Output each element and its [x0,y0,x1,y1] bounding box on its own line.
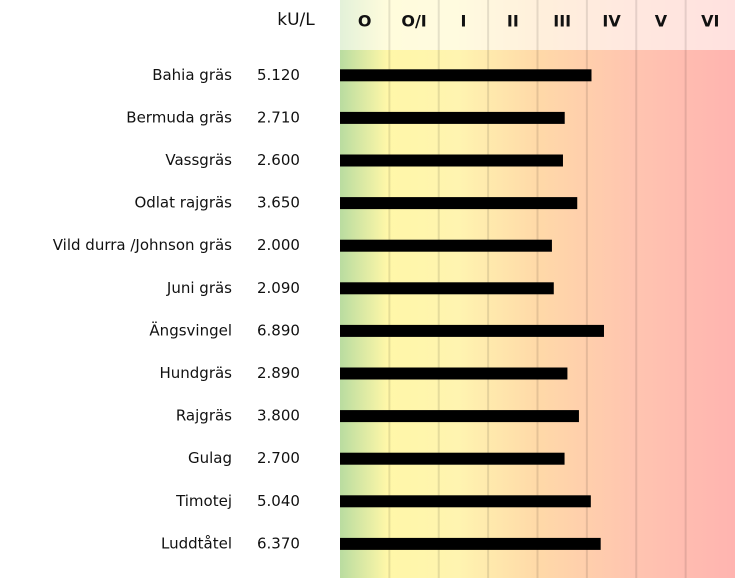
bar [340,452,565,465]
class-label: IV [602,12,621,31]
category-label: Vild durra /Johnson gräs [53,236,232,254]
bar [340,324,604,337]
bar [340,154,563,167]
class-label: V [655,12,668,31]
value-label: 2.710 [257,108,300,126]
category-label: Rajgräs [176,407,232,425]
class-label: II [507,12,519,31]
bar [340,537,601,550]
value-label: 5.040 [257,492,300,510]
category-label: Bahia gräs [152,66,232,84]
class-label: I [460,12,466,31]
header-band [340,0,735,50]
category-label: Hundgräs [159,364,232,382]
bar [340,111,565,124]
bar [340,239,552,252]
value-label: 2.700 [257,449,300,467]
category-label: Odlat rajgräs [134,194,232,212]
category-label: Gulag [188,449,232,467]
value-label: 3.650 [257,194,300,212]
class-label: VI [701,12,719,31]
value-label: 2.600 [257,151,300,169]
class-label: O/I [401,12,426,31]
class-label: O [358,12,372,31]
bar [340,282,554,295]
category-label: Luddtåtel [161,534,232,552]
unit-label: kU/L [277,10,315,30]
bar [340,410,579,423]
bar [340,197,578,210]
category-label: Bermuda gräs [126,108,232,126]
bar [340,367,568,380]
bar [340,69,592,82]
category-label: Ängsvingel [149,320,232,339]
category-label: Juni gräs [166,279,232,297]
value-label: 2.000 [257,236,300,254]
value-label: 5.120 [257,66,300,84]
class-label: III [553,12,571,31]
value-label: 6.890 [257,321,300,339]
value-label: 6.370 [257,534,300,552]
bar [340,495,591,508]
category-label: Vassgräs [165,151,232,169]
category-label: Timotej [175,492,232,510]
value-label: 3.800 [257,407,300,425]
value-label: 2.890 [257,364,300,382]
value-label: 2.090 [257,279,300,297]
